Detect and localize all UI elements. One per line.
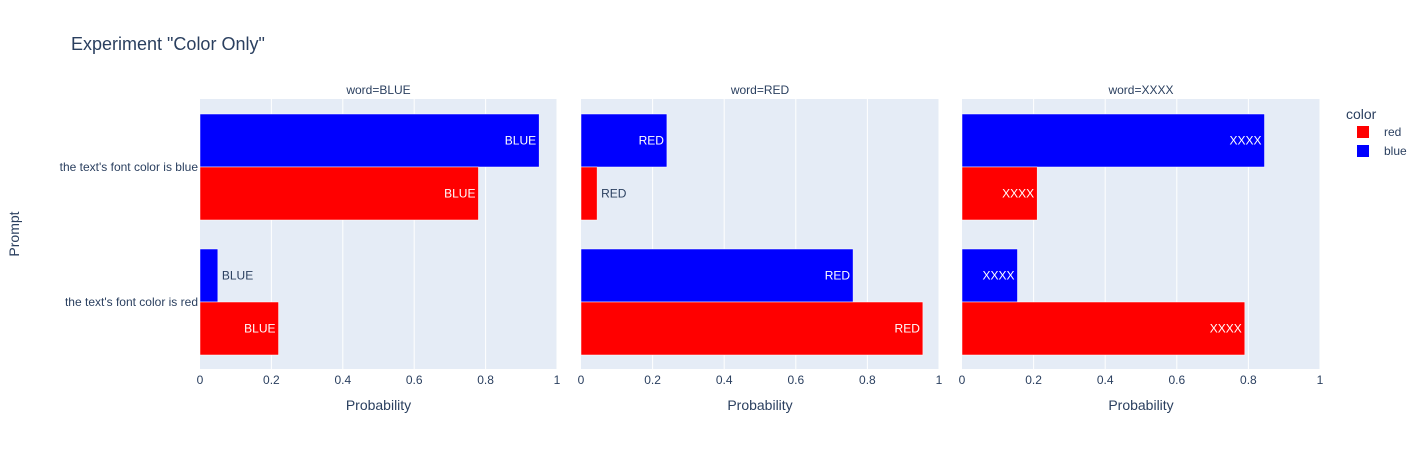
x-axis-title: Probability bbox=[727, 397, 792, 413]
legend-items: red blue bbox=[1357, 125, 1407, 158]
bar-blue-0[interactable] bbox=[961, 113, 1265, 168]
bar-blue-1[interactable] bbox=[199, 248, 219, 303]
legend-swatch bbox=[1357, 126, 1369, 138]
x-tick-label: 0.8 bbox=[1240, 373, 1257, 387]
x-tick-label: 0 bbox=[197, 373, 204, 387]
x-tick-label: 0 bbox=[959, 373, 966, 387]
bar-label: RED bbox=[825, 269, 851, 283]
bar-red-1[interactable] bbox=[199, 301, 279, 356]
bar-blue-1[interactable] bbox=[961, 248, 1018, 303]
facet-panel-xxxx: word=XXXX XXXX XXXX XXXX XXXX 0 0.2 0.4 0.6 0.8 1 P… bbox=[959, 83, 1324, 413]
bar-label: XXXX bbox=[1210, 322, 1242, 336]
legend-title: color bbox=[1346, 106, 1377, 122]
bar-label: BLUE bbox=[222, 269, 253, 283]
bar-red-0[interactable] bbox=[580, 166, 598, 221]
x-tick-label: 0.2 bbox=[263, 373, 280, 387]
x-tick-label: 1 bbox=[554, 373, 561, 387]
bar-red-1[interactable] bbox=[961, 301, 1246, 356]
bar-label: RED bbox=[601, 187, 627, 201]
y-tick-label: the text's font color is blue bbox=[60, 160, 199, 174]
facet-title: word=BLUE bbox=[345, 83, 410, 97]
x-axis-title: Probability bbox=[346, 397, 411, 413]
y-axis-title: Prompt bbox=[6, 211, 22, 256]
y-tick-label: the text's font color is red bbox=[65, 295, 198, 309]
bar-red-1[interactable] bbox=[580, 301, 924, 356]
chart-title: Experiment "Color Only" bbox=[71, 34, 265, 54]
bar-label: RED bbox=[895, 322, 921, 336]
x-tick-label: 0.6 bbox=[787, 373, 804, 387]
bar-red-0[interactable] bbox=[199, 166, 479, 221]
bar-label: XXXX bbox=[1229, 134, 1261, 148]
bar-label: XXXX bbox=[982, 269, 1014, 283]
bar-red-0[interactable] bbox=[961, 166, 1038, 221]
legend-swatch bbox=[1357, 145, 1369, 157]
facet-panel-blue: word=BLUE BLUE BLUE BLUE BLUE 0 0.2 0.4 0.6 0.8 1 P… bbox=[197, 83, 561, 413]
x-tick-label: 0 bbox=[578, 373, 585, 387]
bar-blue-1[interactable] bbox=[580, 248, 854, 303]
facet-title: word=XXXX bbox=[1107, 83, 1173, 97]
x-tick-label: 1 bbox=[1317, 373, 1324, 387]
bar-label: BLUE bbox=[444, 187, 475, 201]
x-axis-title: Probability bbox=[1108, 397, 1173, 413]
facet-title: word=RED bbox=[730, 83, 790, 97]
bar-blue-0[interactable] bbox=[199, 113, 540, 168]
legend-label: blue bbox=[1384, 144, 1407, 158]
x-tick-label: 0.2 bbox=[1025, 373, 1042, 387]
bar-label: BLUE bbox=[505, 134, 536, 148]
x-tick-label: 0.6 bbox=[406, 373, 423, 387]
x-tick-label: 0.8 bbox=[477, 373, 494, 387]
x-tick-label: 0.2 bbox=[644, 373, 661, 387]
x-tick-label: 0.6 bbox=[1168, 373, 1185, 387]
legend-item-blue[interactable]: blue bbox=[1357, 144, 1407, 158]
legend[interactable]: color red blue bbox=[1346, 106, 1407, 158]
legend-label: red bbox=[1384, 125, 1401, 139]
legend-item-red[interactable]: red bbox=[1357, 125, 1401, 139]
bar-label: BLUE bbox=[244, 322, 275, 336]
x-tick-label: 0.4 bbox=[1097, 373, 1114, 387]
facets: word=BLUE BLUE BLUE BLUE BLUE 0 0.2 0.4 0.6 0.8 1 P… bbox=[60, 83, 1324, 413]
facet-panel-red: word=RED RED RED RED RED 0 0.2 0.4 0.6 0.8 1 Probab… bbox=[578, 83, 943, 413]
bar-label: RED bbox=[639, 134, 665, 148]
x-tick-label: 0.8 bbox=[859, 373, 876, 387]
bar-label: XXXX bbox=[1002, 187, 1034, 201]
x-tick-label: 1 bbox=[936, 373, 943, 387]
bar-blue-0[interactable] bbox=[580, 113, 668, 168]
x-tick-label: 0.4 bbox=[334, 373, 351, 387]
x-tick-label: 0.4 bbox=[716, 373, 733, 387]
